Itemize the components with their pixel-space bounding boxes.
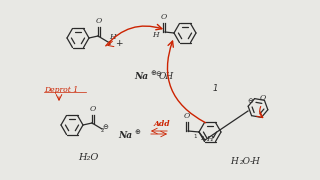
- Text: O: O: [184, 112, 190, 120]
- Text: Deprot 1: Deprot 1: [44, 86, 78, 94]
- Text: O: O: [96, 17, 102, 25]
- Text: H: H: [230, 158, 238, 166]
- Text: ⊖: ⊖: [102, 124, 108, 130]
- Text: H: H: [109, 33, 116, 41]
- Text: O: O: [90, 105, 96, 113]
- Text: ⊕: ⊕: [150, 70, 156, 76]
- Text: O: O: [161, 13, 167, 21]
- Text: O: O: [260, 94, 266, 102]
- Text: H: H: [206, 135, 212, 143]
- Text: 2: 2: [200, 136, 204, 141]
- Text: 1: 1: [107, 40, 110, 46]
- Text: Na: Na: [118, 130, 132, 140]
- Text: -H: -H: [250, 158, 261, 166]
- Text: 1: 1: [193, 134, 197, 140]
- Text: 2: 2: [101, 129, 105, 134]
- Text: Add: Add: [154, 120, 170, 128]
- Text: H₂O: H₂O: [78, 154, 98, 163]
- Text: ⊖: ⊖: [155, 71, 161, 77]
- Text: ⊖: ⊖: [247, 98, 253, 104]
- Text: ⊕: ⊕: [134, 129, 140, 135]
- Text: +: +: [115, 39, 123, 48]
- Text: Na: Na: [134, 71, 148, 80]
- Text: ₂O: ₂O: [240, 158, 251, 166]
- Text: 1: 1: [212, 84, 218, 93]
- Text: OH: OH: [159, 71, 174, 80]
- Text: H: H: [152, 31, 159, 39]
